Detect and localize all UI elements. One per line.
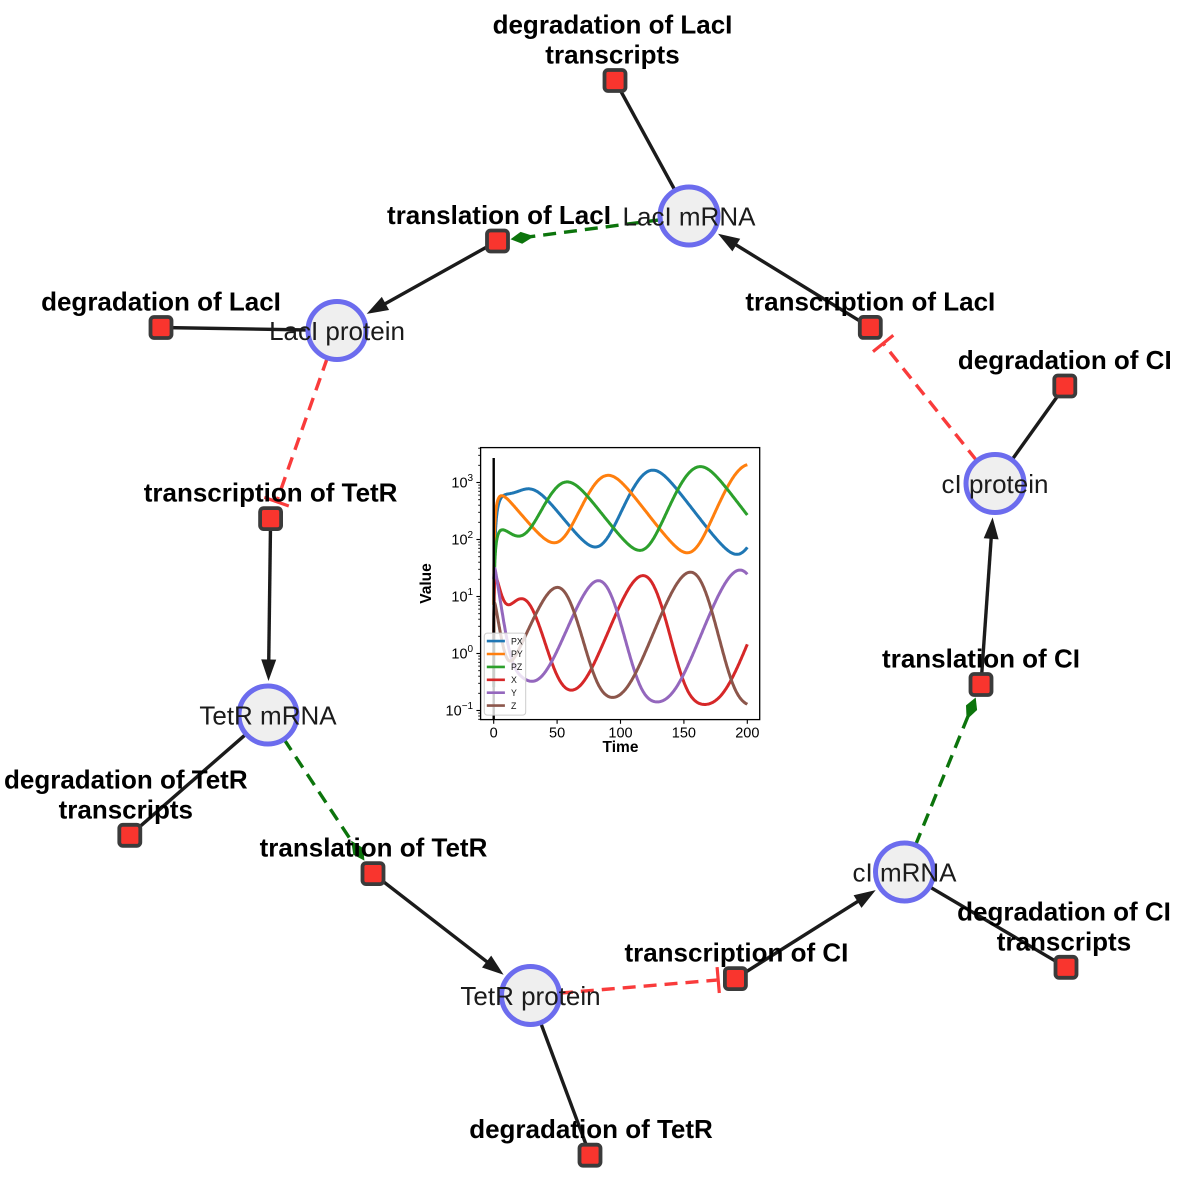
svg-text:PY: PY (511, 649, 523, 659)
svg-text:TetR protein: TetR protein (460, 981, 600, 1011)
svg-text:transcription of CI: transcription of CI (624, 938, 848, 968)
svg-text:Time: Time (603, 739, 639, 756)
svg-text:degradation of CI: degradation of CI (957, 896, 1171, 926)
svg-text:transcription of LacI: transcription of LacI (745, 286, 995, 316)
svg-text:TetR mRNA: TetR mRNA (199, 701, 337, 731)
svg-text:150: 150 (672, 726, 696, 742)
svg-text:Y: Y (511, 688, 517, 698)
svg-text:LacI mRNA: LacI mRNA (623, 202, 757, 232)
svg-text:PZ: PZ (511, 662, 523, 672)
svg-text:cI mRNA: cI mRNA (853, 858, 958, 888)
svg-text:100: 100 (608, 726, 632, 742)
svg-text:transcription of TetR: transcription of TetR (144, 478, 398, 508)
svg-text:PX: PX (511, 636, 523, 646)
svg-text:degradation of CI: degradation of CI (958, 345, 1172, 375)
svg-text:degradation of TetR: degradation of TetR (4, 764, 248, 794)
svg-text:degradation of TetR: degradation of TetR (469, 1114, 713, 1144)
svg-text:translation of CI: translation of CI (882, 644, 1080, 674)
svg-text:Z: Z (511, 701, 517, 711)
svg-text:translation of TetR: translation of TetR (260, 833, 488, 863)
svg-text:degradation of LacI: degradation of LacI (41, 287, 281, 317)
svg-text:cI protein: cI protein (942, 469, 1049, 499)
svg-text:50: 50 (549, 726, 565, 742)
svg-text:Value: Value (418, 563, 435, 604)
svg-text:X: X (511, 675, 517, 685)
svg-text:200: 200 (735, 726, 759, 742)
svg-text:transcripts: transcripts (997, 926, 1131, 956)
svg-text:0: 0 (490, 726, 498, 742)
svg-text:translation of LacI: translation of LacI (387, 200, 611, 230)
svg-text:LacI protein: LacI protein (269, 316, 405, 346)
svg-text:transcripts: transcripts (545, 40, 679, 70)
svg-text:transcripts: transcripts (59, 794, 193, 824)
svg-text:degradation of LacI: degradation of LacI (493, 10, 733, 40)
